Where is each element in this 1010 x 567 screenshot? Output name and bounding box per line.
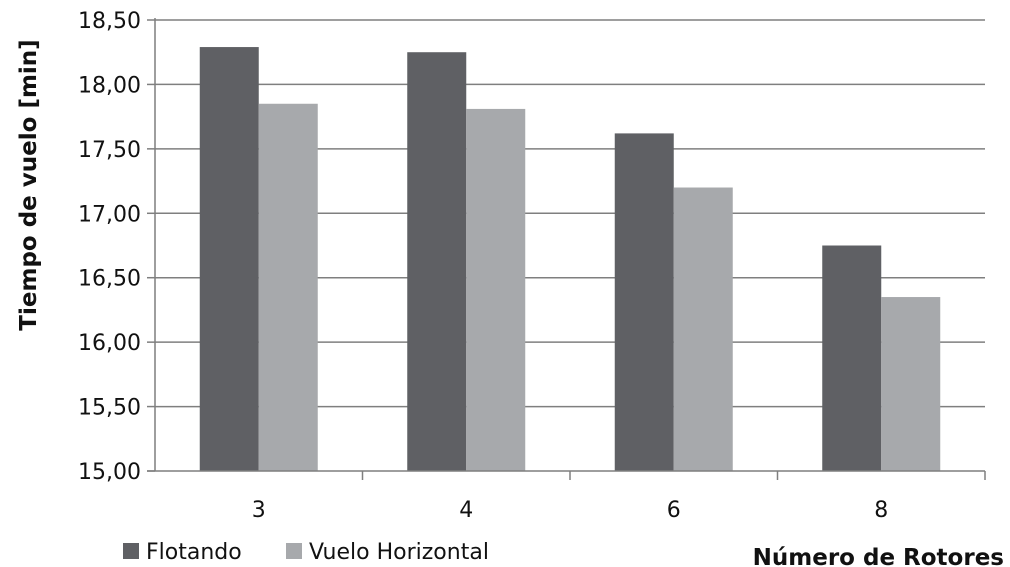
x-tick-label: 4 bbox=[459, 498, 473, 523]
x-tick-labels: 3 4 6 8 bbox=[252, 498, 889, 523]
legend: Flotando Vuelo Horizontal bbox=[123, 540, 489, 565]
y-tick-label: 15,00 bbox=[78, 460, 141, 485]
bar-flotando-8 bbox=[822, 245, 882, 471]
x-tick-label: 8 bbox=[874, 498, 888, 523]
axes bbox=[147, 18, 986, 480]
legend-swatch-vuelo-horizontal bbox=[286, 543, 302, 559]
y-tick-labels: 15,00 15,50 16,00 16,50 17,00 17,50 18,00 18,50 bbox=[78, 9, 141, 485]
x-tick-label: 6 bbox=[667, 498, 681, 523]
bars bbox=[199, 47, 941, 472]
x-tick-label: 3 bbox=[252, 498, 266, 523]
y-tick-label: 15,50 bbox=[78, 396, 141, 421]
bar-flotando-3 bbox=[199, 47, 259, 472]
legend-label-flotando: Flotando bbox=[146, 540, 242, 565]
legend-swatch-flotando bbox=[123, 543, 139, 559]
y-tick-label: 16,00 bbox=[78, 331, 141, 356]
bar-flotando-4 bbox=[407, 52, 467, 471]
bar-vuelo-horizontal-3 bbox=[258, 103, 318, 471]
y-tick-label: 16,50 bbox=[78, 267, 141, 292]
bar-flotando-6 bbox=[614, 133, 674, 471]
y-tick-label: 17,00 bbox=[78, 202, 141, 227]
bar-vuelo-horizontal-8 bbox=[881, 297, 941, 471]
legend-label-vuelo-horizontal: Vuelo Horizontal bbox=[309, 540, 489, 565]
bar-vuelo-horizontal-4 bbox=[466, 108, 526, 471]
y-axis-title: Tiempo de vuelo [min] bbox=[16, 39, 42, 330]
bar-vuelo-horizontal-6 bbox=[673, 187, 733, 471]
x-axis-title: Número de Rotores bbox=[753, 545, 1004, 567]
y-tick-label: 18,50 bbox=[78, 9, 141, 34]
y-tick-label: 17,50 bbox=[78, 138, 141, 163]
y-tick-label: 18,00 bbox=[78, 73, 141, 98]
